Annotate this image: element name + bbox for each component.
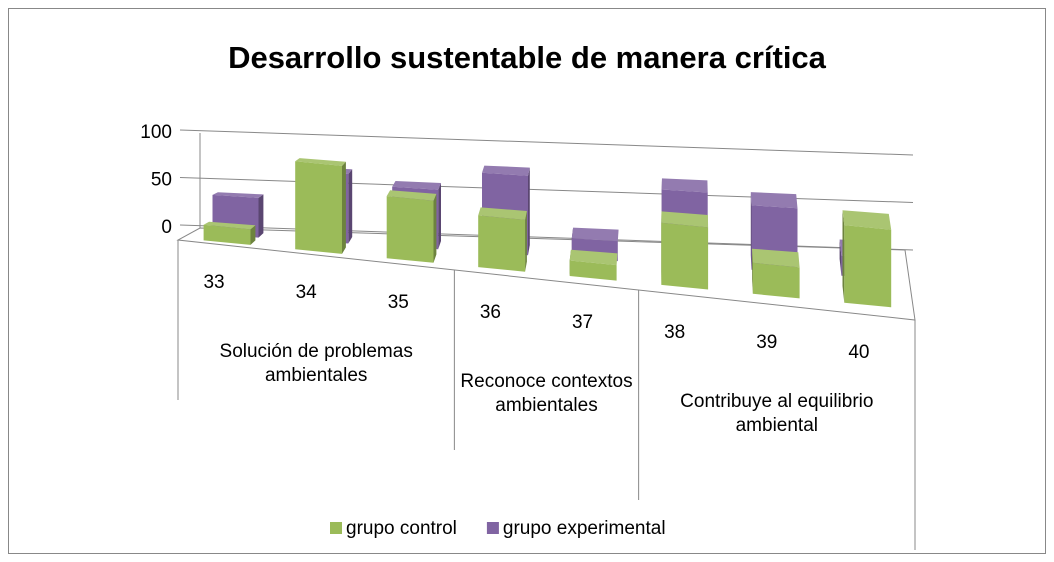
legend-swatch [486,522,499,534]
bar-side [839,239,842,276]
group-label: Reconoce contextos ambientales [460,371,633,416]
bar-top [569,249,618,266]
x-tick-label: 35 [388,292,409,313]
bar-top [478,207,527,220]
x-tick-label: 38 [664,322,685,343]
y-tick-label: 50 [151,170,172,191]
x-tick-label: 37 [572,312,593,333]
bar [295,158,346,254]
x-tick-label: 34 [296,282,318,303]
legend-swatch [330,522,342,534]
legend-label: grupo experimental [503,518,666,539]
x-tick-label: 33 [203,272,224,293]
bar-side [842,210,845,303]
bar-top [482,165,530,176]
bar-top [661,211,709,228]
bar-front [752,262,800,299]
bar-top [750,192,798,209]
x-tick-label: 40 [848,342,869,363]
bar-side [528,167,530,256]
bar-front [661,222,709,290]
chart-title: Desarrollo sustentable de manera crítica [228,40,827,75]
bar-side [342,161,346,254]
group-label: Contribuye al equilibrio ambiental [680,391,874,436]
grid-line [179,129,914,156]
bar-side [752,248,753,294]
bar-front [478,215,526,272]
bar-side [438,183,441,250]
bar-front [844,225,892,308]
chart-border [8,8,1046,554]
bar [386,190,437,263]
bar-front [203,224,251,245]
bar-front [295,161,342,254]
bar-top [386,190,437,201]
bar-side [433,193,437,263]
bar-top [661,178,708,193]
bar-top [203,221,256,230]
bar [478,207,527,272]
bar-front [569,260,617,281]
bar-front [386,196,434,263]
bar-top [842,210,892,230]
bar-top [752,248,800,268]
bar [569,249,618,281]
bar-side [258,194,264,238]
bar-top [571,227,619,242]
bar-top [212,192,264,198]
floor [176,227,916,321]
y-tick-label: 0 [161,217,172,238]
bar [842,210,892,308]
group-label: Solución de problemas ambientales [219,341,413,386]
bar [203,221,256,245]
bar [752,248,800,299]
bar-side [750,192,752,270]
x-tick-label: 36 [480,302,501,323]
y-tick-label: 100 [140,122,172,143]
bar [661,211,709,290]
bar-side [525,211,527,272]
bar-top [392,181,441,190]
x-tick-label: 39 [756,332,777,353]
grid-line [179,177,914,203]
legend-label: grupo control [346,518,457,539]
bar-side [348,169,353,244]
bar-top [295,158,346,166]
bar-side [250,225,256,245]
grid-line [179,224,914,251]
